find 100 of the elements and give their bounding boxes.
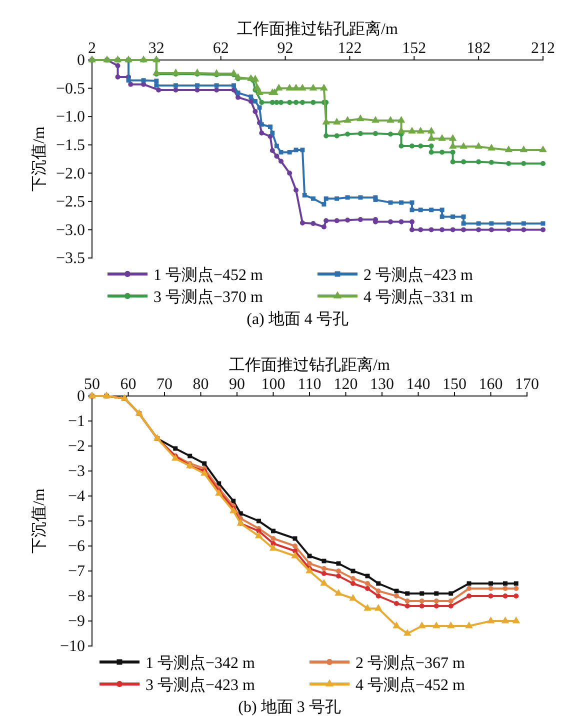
point (461, 159, 466, 164)
point (234, 73, 242, 80)
point (332, 118, 341, 124)
point (286, 84, 294, 91)
x-tick-label: 120 (334, 376, 358, 393)
point (292, 543, 298, 549)
point (252, 108, 258, 114)
point (376, 588, 381, 594)
point (427, 126, 436, 134)
point (358, 195, 363, 200)
point (428, 227, 434, 232)
point (115, 74, 120, 80)
point (461, 221, 466, 226)
point (294, 148, 298, 152)
point (232, 83, 236, 88)
point (364, 604, 372, 611)
point (448, 134, 457, 141)
point (188, 454, 192, 458)
point (503, 581, 508, 586)
point (504, 145, 513, 152)
y-tick-label: −7 (68, 563, 85, 580)
point (466, 593, 472, 599)
point (409, 227, 415, 232)
point (310, 100, 316, 105)
point (372, 131, 378, 136)
point (506, 161, 512, 166)
x-tick-label: 170 (515, 376, 539, 393)
legend-label: 2 号测点−367 m (356, 654, 466, 672)
y-tick-label: −2 (68, 438, 85, 456)
point (514, 586, 519, 592)
point (432, 622, 440, 628)
x-tick-label: 140 (406, 376, 430, 393)
point (300, 148, 305, 152)
point (252, 99, 258, 104)
point (334, 133, 340, 138)
point (418, 622, 426, 628)
point (488, 593, 494, 599)
legend-label: 4 号测点−331 m (364, 288, 474, 306)
point (254, 532, 263, 538)
legend-label: 1 号测点−342 m (146, 654, 256, 672)
point (278, 158, 284, 164)
point (306, 560, 312, 566)
point (251, 74, 260, 82)
y-tick-label: −0.5 (56, 80, 85, 98)
point (488, 144, 496, 150)
point (514, 581, 518, 586)
point (476, 227, 482, 232)
point (448, 591, 454, 596)
point (506, 221, 511, 226)
point (450, 150, 456, 155)
point (486, 616, 495, 624)
point (409, 143, 415, 149)
point (394, 593, 400, 599)
point (418, 227, 424, 232)
point (434, 603, 439, 609)
point (126, 78, 131, 83)
point (364, 586, 370, 592)
x-tick-label: 32 (148, 40, 164, 57)
point (502, 586, 508, 592)
y-tick-label: −1.5 (56, 136, 85, 154)
x-tick-label: 50 (84, 376, 100, 393)
point (410, 200, 414, 205)
point (488, 586, 494, 592)
x-tick-label: 100 (261, 376, 286, 393)
point (460, 142, 468, 149)
x-tick-label: 90 (229, 376, 245, 393)
point (141, 78, 146, 83)
point (419, 603, 424, 609)
y-tick-label: −6 (68, 538, 85, 556)
point (294, 100, 299, 105)
point (489, 221, 494, 226)
point (440, 208, 444, 212)
y-tick-label: −1 (68, 413, 85, 430)
point (302, 192, 307, 198)
point (274, 154, 280, 159)
point (476, 159, 482, 164)
point (397, 116, 406, 123)
point (440, 150, 445, 155)
point (474, 142, 482, 149)
point (404, 598, 410, 604)
point (345, 132, 350, 137)
point (324, 133, 329, 138)
y-axis-title: 下沉值/m (31, 126, 48, 192)
point (156, 87, 162, 92)
point (539, 145, 547, 152)
point (194, 87, 200, 92)
point (270, 130, 275, 136)
y-tick-label: −3.0 (56, 222, 85, 239)
point (334, 196, 340, 201)
point (476, 221, 481, 226)
text: (a) 地面 4 号孔 (246, 310, 348, 328)
x-tick-label: 152 (402, 40, 426, 57)
point (259, 100, 264, 105)
point (274, 144, 279, 148)
point (404, 629, 412, 636)
point (429, 208, 434, 212)
point (428, 150, 434, 155)
point (212, 69, 220, 76)
point (172, 68, 180, 76)
point (418, 208, 423, 212)
